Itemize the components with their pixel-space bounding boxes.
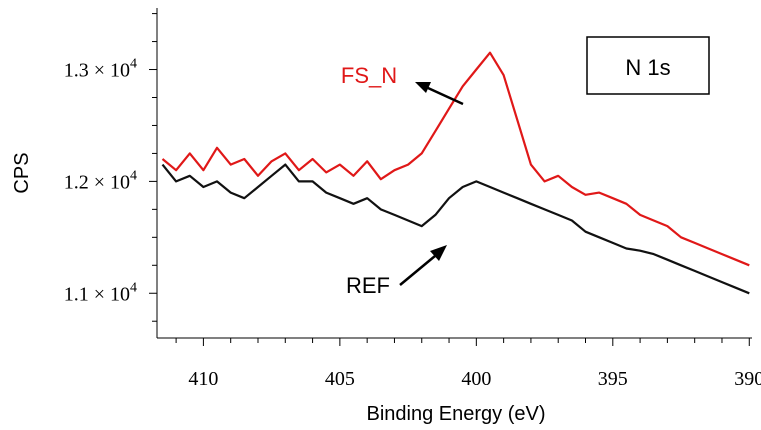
ref-series-label: REF: [346, 273, 390, 298]
ref-arrow-head: [430, 245, 447, 261]
fsn-arrow-shaft: [427, 86, 464, 106]
n1s-label: N 1s: [625, 55, 670, 80]
x-axis-title: Binding Energy (eV): [367, 403, 546, 425]
y-tick-label: 1.3 × 104: [64, 57, 137, 82]
x-tick-label: 410: [188, 368, 218, 390]
fsn-arrow-head: [415, 82, 431, 93]
ref-arrow-shaft: [399, 255, 436, 286]
y-tick-label: 1.1 × 104: [64, 280, 137, 305]
fsn-series-label: FS_N: [341, 63, 397, 88]
y-axis-title: CPS: [11, 152, 33, 193]
x-tick-label: 395: [598, 368, 628, 390]
axes: 410 405 400 395 390 1.1 × 104 1.2 × 104 1.3 × 1…: [11, 8, 761, 425]
series-line-ref: [161, 163, 750, 295]
series-line-fs-n: [161, 51, 750, 267]
plot-lines: [161, 51, 750, 295]
x-tick-label: 400: [461, 368, 491, 390]
annotations: N 1s FS_N REF: [341, 36, 710, 298]
x-tick-label: 405: [325, 368, 355, 390]
n1s-label-box: [586, 36, 710, 95]
x-tick-label: 390: [734, 368, 761, 390]
y-tick-label: 1.2 × 104: [64, 168, 137, 193]
